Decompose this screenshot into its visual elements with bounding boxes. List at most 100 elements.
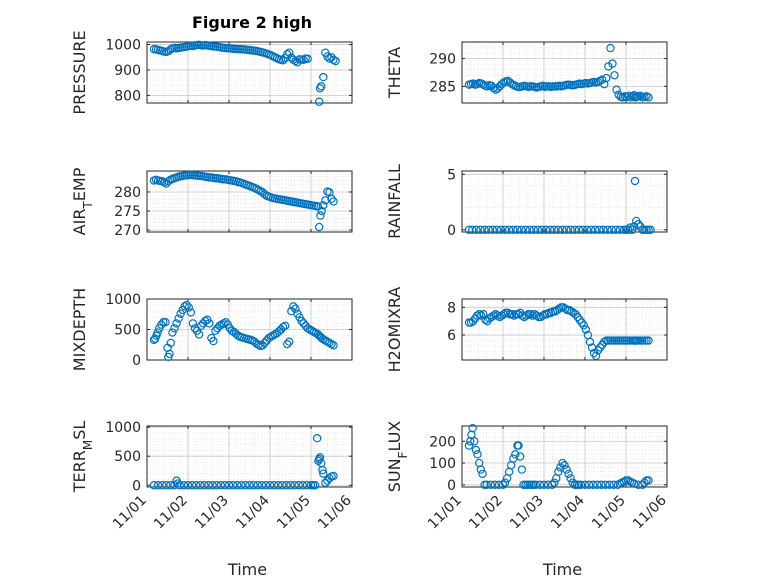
data-point [166,338,175,348]
data-point [566,474,575,483]
data-point [302,481,312,490]
y-tick-label: 6 [447,328,456,344]
data-point [599,225,608,234]
data-point [500,478,510,487]
data-point [548,480,557,490]
data-point [562,465,571,474]
data-point [535,480,545,490]
data-point [315,84,325,93]
data-point [310,481,320,490]
data-point [558,225,567,234]
data-point [526,310,535,319]
data-point [170,324,179,333]
data-point [325,338,334,348]
figure-title: Figure 2 high [192,13,312,32]
data-point [254,340,263,349]
y-axis-label: AIRTEMP [70,167,95,235]
data-point [180,302,189,311]
data-point [517,225,526,234]
subplot-5: 6 8 H2OMIXRA [385,287,668,372]
y-tick-label: 0 [447,478,456,494]
data-point [558,458,567,468]
data-point [608,59,617,68]
data-point [582,225,592,234]
data-point [585,337,595,347]
data-point [245,481,254,490]
data-point [586,225,596,234]
data-point [529,225,538,234]
data-point [208,481,217,490]
y-tick-label: 5 [447,167,456,183]
data-point [209,336,218,346]
data-point [591,351,601,361]
data-point [217,320,226,329]
data-point [545,225,555,234]
data-point [589,480,598,490]
data-point [269,481,279,490]
data-point [317,82,326,91]
subplot-2: 270 275 280 AIRTEMP [70,167,353,239]
data-point [294,481,303,490]
data-point [219,319,228,328]
data-point [550,225,559,234]
data-point [224,481,234,490]
data-point [516,452,525,461]
data-point [321,336,330,345]
data-point [315,97,324,106]
data-point [498,480,508,490]
data-point [321,478,330,488]
data-point [249,481,258,490]
data-point [172,319,181,328]
data-point [173,479,182,488]
data-point [644,476,653,485]
data-point [500,225,510,234]
data-point [488,225,497,234]
data-point [550,478,559,487]
data-point [252,339,261,348]
data-point [525,225,534,234]
data-point [644,336,653,345]
data-point [257,481,266,490]
y-tick-label: 800 [114,88,141,104]
data-point [610,71,619,80]
data-point [162,481,171,490]
data-point [472,225,481,234]
data-point [473,450,482,459]
data-point [603,225,612,234]
axes-box [461,425,668,488]
data-point [533,225,543,234]
data-point [554,225,563,234]
data-point [265,481,275,490]
data-point [595,225,604,234]
data-point [264,333,273,343]
axes-box [461,170,668,233]
y-tick-label: 500 [114,323,141,339]
data-point [232,481,242,490]
data-point [492,225,502,234]
data-point [531,480,541,490]
data-point [636,91,645,100]
data-point [168,328,177,337]
data-point [268,331,278,340]
data-point [260,338,269,348]
data-point [521,225,530,234]
data-point [299,55,308,64]
data-point [253,481,262,490]
data-point [327,339,336,349]
axes-box [461,298,668,361]
data-point [196,481,205,490]
data-point [315,222,324,232]
data-point [221,317,230,327]
data-point [484,225,493,234]
plot-area [147,171,352,232]
y-tick-label: 285 [429,79,456,95]
data-point [153,328,162,337]
data-point [598,75,607,84]
y-tick-label: 1000 [105,38,141,54]
data-point [480,225,489,234]
data-point [307,326,317,335]
data-point [329,471,338,481]
data-point [472,311,482,320]
